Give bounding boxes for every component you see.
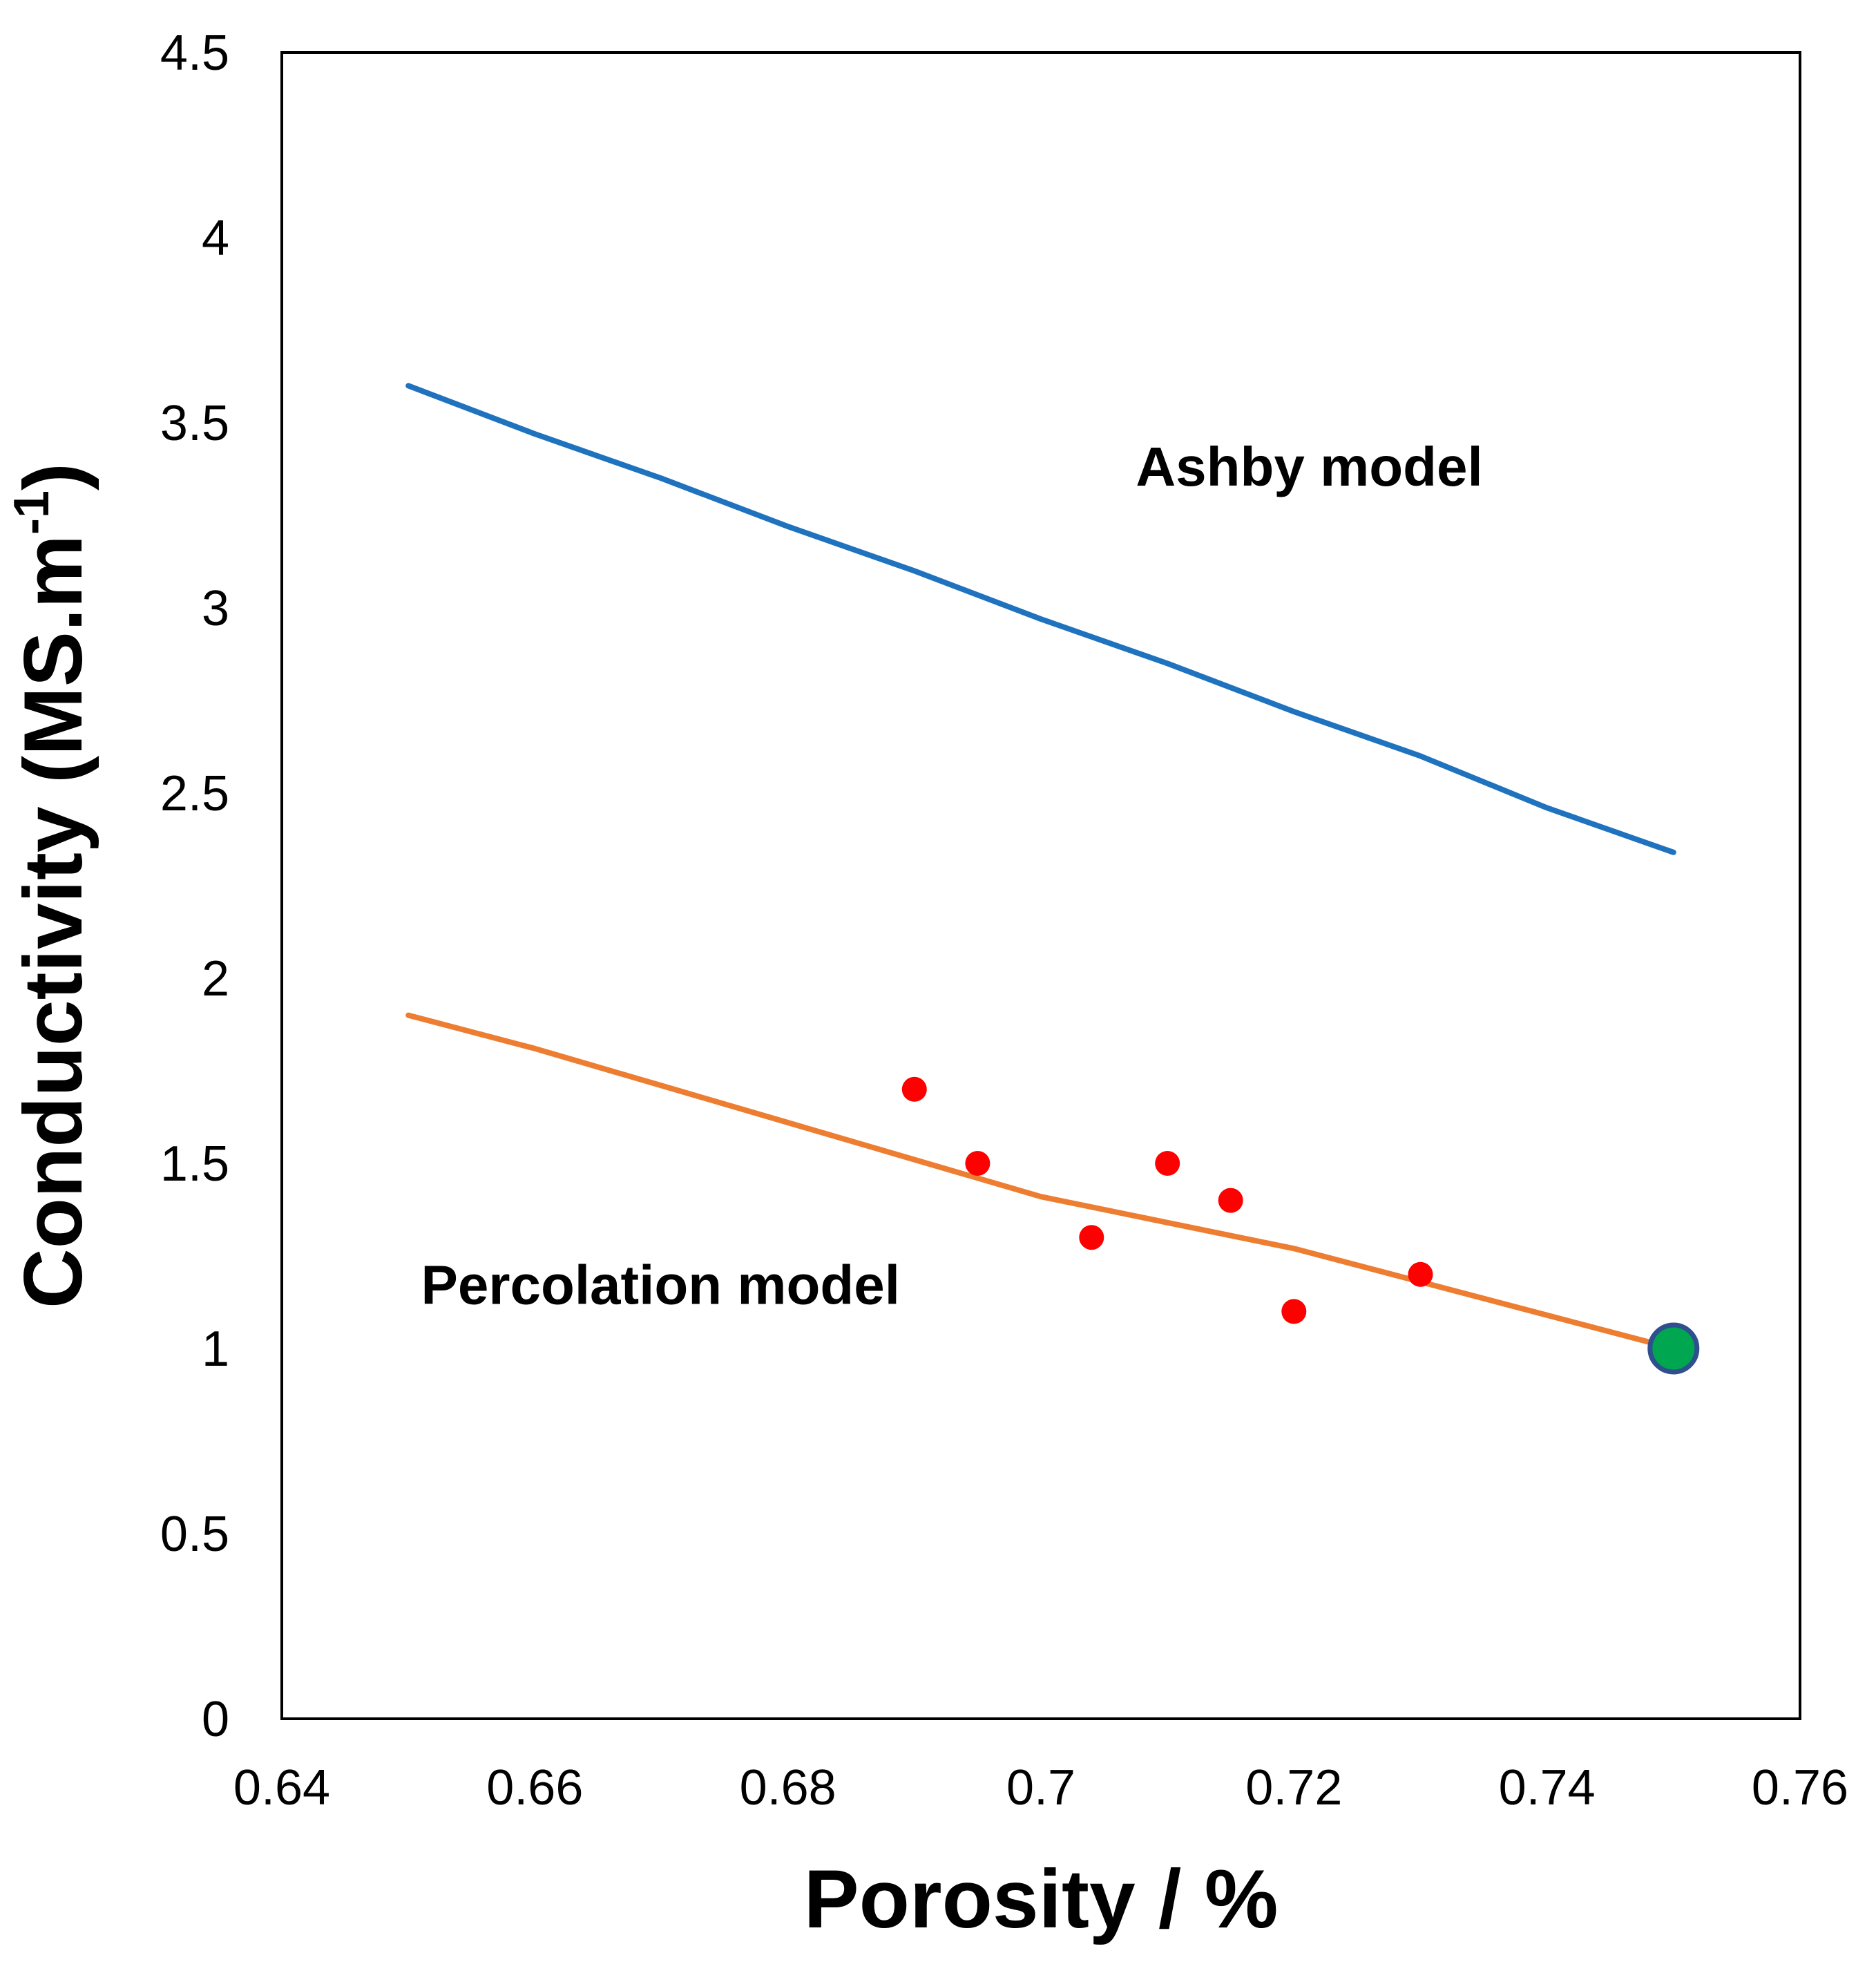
x-tick-label: 0.72 [1245,1760,1342,1815]
series-layer [405,383,1700,1375]
x-tick-label: 0.74 [1499,1760,1596,1815]
x-tick-label: 0.66 [486,1760,583,1815]
y-tick-label: 1 [202,1322,229,1377]
x-tick-label: 0.68 [740,1760,836,1815]
x-axis-title: Porosity / % [804,1853,1279,1945]
data-point [901,1076,927,1102]
y-axis-title: Conductivity (MS.m-1) [4,463,99,1308]
highlighted-data-point [1647,1322,1700,1375]
data-point [1281,1299,1307,1324]
percolation-model-line [405,1012,1676,1351]
x-tick-label: 0.64 [233,1760,330,1815]
x-axis-ticks: 0.64 0.66 0.68 0.7 0.72 0.74 0.76 [233,1760,1848,1815]
y-tick-label: 0.5 [160,1507,229,1562]
y-axis-title-exponent: -1 [4,490,59,535]
y-tick-label: 2.5 [160,766,229,821]
ashby-model-line [405,383,1676,855]
y-tick-label: 4.5 [160,26,229,81]
data-point [1408,1261,1433,1287]
data-point [1218,1188,1243,1213]
x-tick-label: 0.76 [1752,1760,1848,1815]
y-tick-label: 3 [202,581,229,636]
ashby-model-label: Ashby model [1136,436,1482,497]
y-tick-label: 2 [202,951,229,1007]
x-tick-label: 0.7 [1006,1760,1075,1815]
y-axis-title-close: ) [7,463,99,490]
y-tick-label: 4 [202,211,229,266]
data-point [965,1151,990,1176]
percolation-model-label: Percolation model [421,1255,899,1316]
data-point [1079,1225,1104,1250]
plot-area-frame [280,51,1801,1720]
y-tick-label: 3.5 [160,396,229,451]
y-axis-title-main: Conductivity (MS.m [7,535,99,1308]
y-axis-ticks: 0 0.5 1 1.5 2 2.5 3 3.5 4 4.5 [160,26,229,1747]
annotation-layer: Ashby model Percolation model [421,436,1482,1316]
data-point [1155,1151,1180,1176]
y-tick-label: 1.5 [160,1136,229,1192]
y-tick-label: 0 [202,1692,229,1747]
